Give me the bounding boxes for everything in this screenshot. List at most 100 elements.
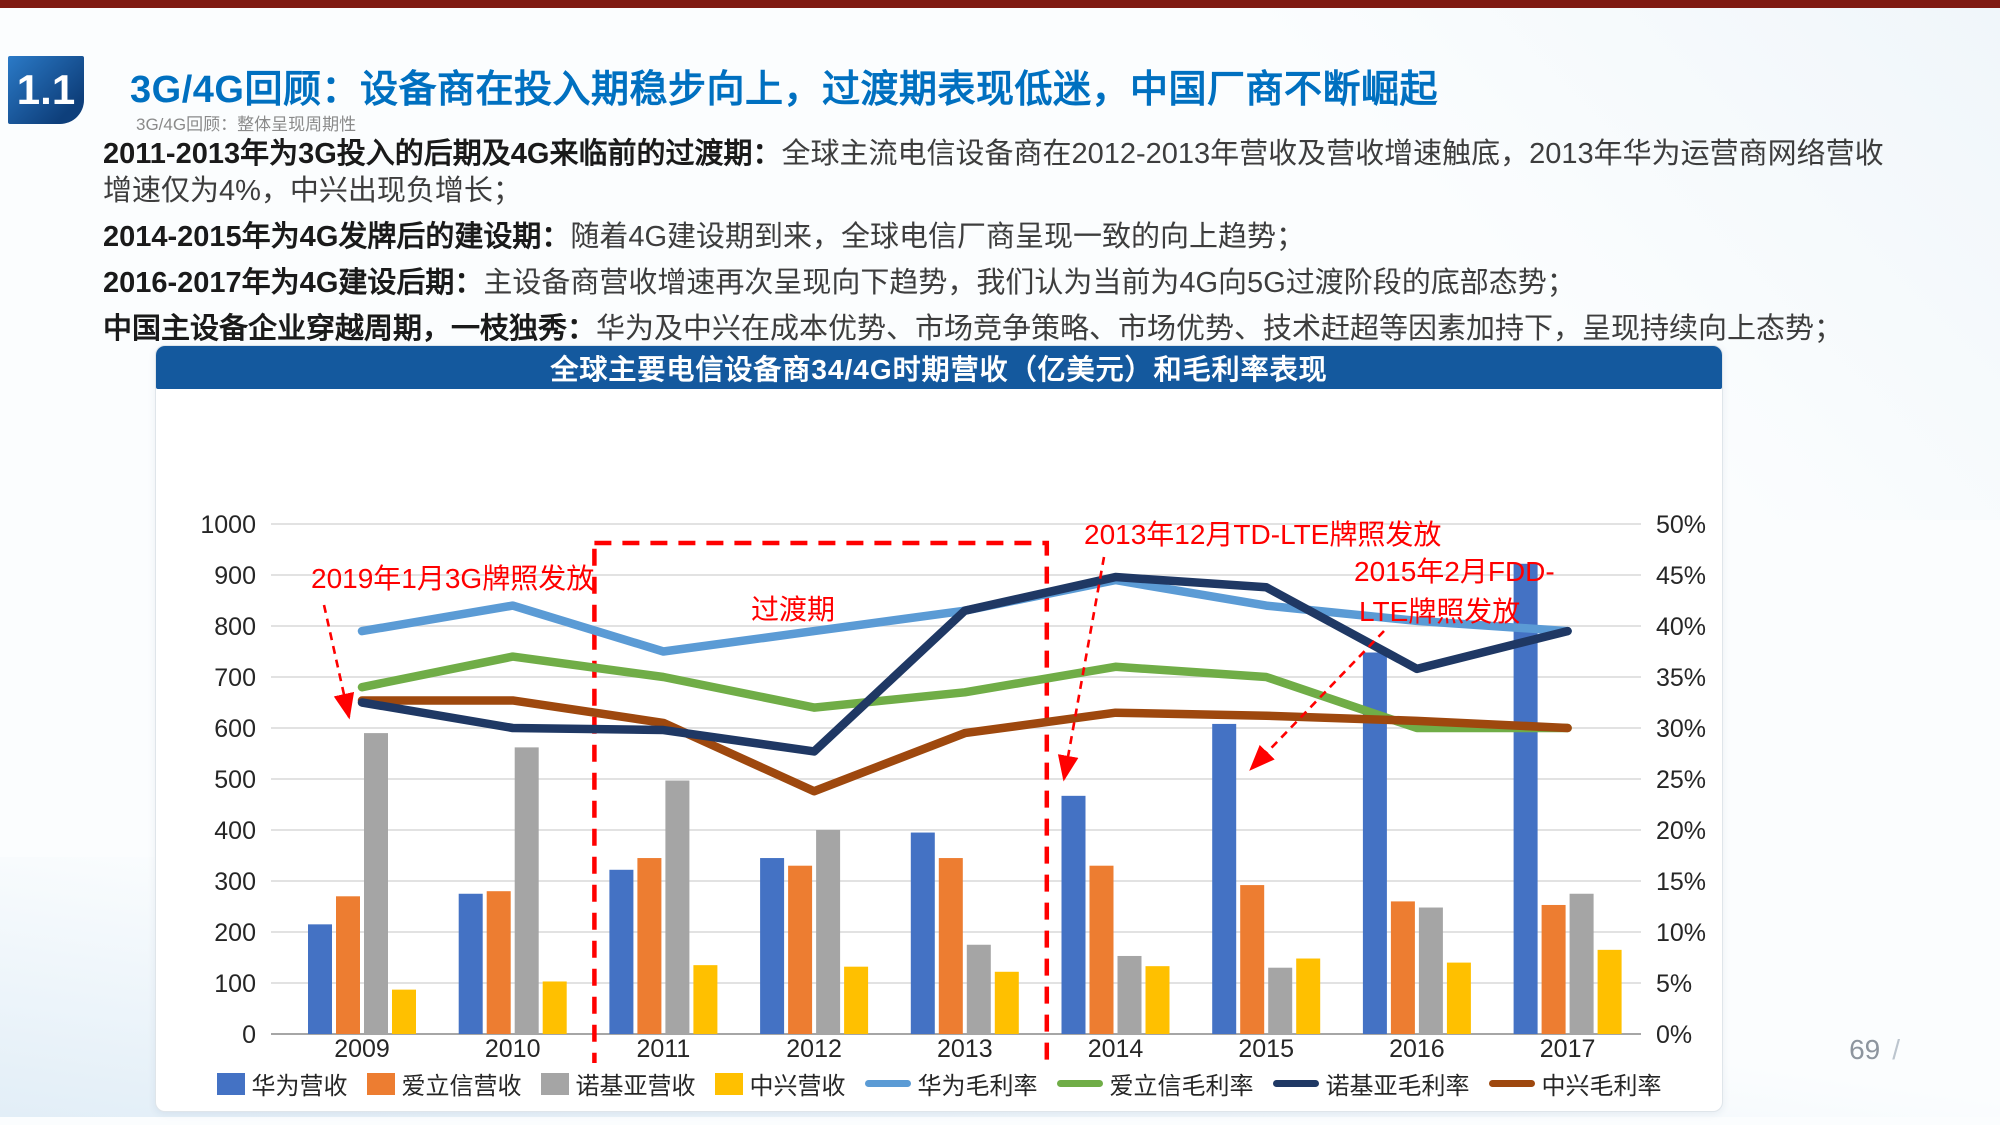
bar-诺基亚营收-2015 — [1268, 967, 1293, 1034]
line-爱立信毛利率 — [357, 652, 1572, 733]
svg-text:0%: 0% — [1656, 1021, 1692, 1049]
bar-诺基亚营收-2011 — [665, 780, 690, 1034]
bar-中兴营收-2012 — [844, 966, 869, 1034]
svg-text:2011: 2011 — [637, 1035, 691, 1063]
bar-诺基亚营收-2009 — [364, 733, 388, 1034]
svg-text:500: 500 — [214, 766, 256, 794]
bar-华为营收-2012 — [760, 858, 785, 1034]
bar-爱立信营收-2013 — [938, 858, 963, 1034]
paragraph-1: 2011-2013年为3G投入的后期及4G来临前的过渡期：全球主流电信设备商在2… — [103, 136, 1898, 210]
svg-text:20%: 20% — [1656, 817, 1706, 845]
annotation-transition-label: 过渡期 — [751, 594, 835, 625]
legend-swatch — [216, 1072, 245, 1095]
bar-诺基亚营收-2013 — [966, 944, 991, 1034]
bar-华为营收-2011 — [609, 869, 634, 1034]
bar-爱立信营收-2010 — [486, 891, 511, 1034]
bar-中兴营收-2015 — [1296, 958, 1321, 1034]
svg-text:2016: 2016 — [1389, 1035, 1445, 1063]
bar-爱立信营收-2017 — [1541, 904, 1566, 1034]
bar-中兴营收-2013 — [994, 971, 1019, 1034]
bars-爱立信营收 — [336, 858, 1566, 1034]
bar-诺基亚营收-2016 — [1418, 907, 1443, 1034]
bar-中兴营收-2009 — [392, 989, 416, 1034]
line-诺基亚毛利率 — [357, 572, 1572, 756]
x-axis-labels: 2009 2010 2011 2012 2013 2014 2015 2016 2017 — [334, 1035, 1595, 1063]
bars-华为营收 — [308, 563, 1538, 1034]
legend-label: 中兴营收 — [749, 1073, 846, 1100]
paragraph-1-lead: 2011-2013年为3G投入的后期及4G来临前的过渡期： — [103, 138, 782, 170]
legend-item-华为毛利率: 华为毛利率 — [864, 1066, 1038, 1101]
bar-中兴营收-2016 — [1446, 962, 1471, 1034]
paragraph-4-lead: 中国主设备企业穿越周期，一枝独秀： — [103, 313, 597, 345]
svg-text:25%: 25% — [1656, 766, 1706, 794]
page-title: 3G/4G回顾：设备商在投入期稳步向上，过渡期表现低迷，中国厂商不断崛起 — [130, 69, 1438, 111]
paragraph-2: 2014-2015年为4G发牌后的建设期：随着4G建设期到来，全球电信厂商呈现一… — [103, 219, 1898, 256]
bar-诺基亚营收-2014 — [1117, 955, 1142, 1034]
paragraph-3-text: 主设备商营收增速再次呈现向下趋势，我们认为当前为4G向5G过渡阶段的底部态势； — [483, 267, 1576, 299]
bar-诺基亚营收-2010 — [514, 747, 539, 1034]
svg-text:300: 300 — [214, 868, 256, 896]
body-text: 2011-2013年为3G投入的后期及4G来临前的过渡期：全球主流电信设备商在2… — [103, 136, 1898, 357]
bar-华为营收-2010 — [458, 893, 483, 1034]
svg-text:400: 400 — [214, 817, 256, 845]
svg-text:2012: 2012 — [786, 1035, 842, 1063]
svg-text:2013: 2013 — [937, 1035, 993, 1063]
chart-title: 全球主要电信设备商34/4G时期营收（亿美元）和毛利率表现 — [550, 353, 1328, 385]
page-number-value: 69 — [1849, 1034, 1881, 1065]
svg-text:45%: 45% — [1656, 562, 1706, 590]
legend-swatch — [1488, 1080, 1535, 1087]
paragraph-4: 中国主设备企业穿越周期，一枝独秀：华为及中兴在成本优势、市场竞争策略、市场优势、… — [103, 311, 1898, 348]
transition-period-box — [592, 540, 1050, 1063]
legend-label: 华为毛利率 — [917, 1073, 1038, 1100]
svg-text:0: 0 — [242, 1021, 256, 1049]
svg-text:600: 600 — [214, 715, 256, 743]
legend-label: 中兴毛利率 — [1541, 1073, 1662, 1100]
line-中兴毛利率 — [357, 696, 1572, 796]
svg-text:1000: 1000 — [200, 511, 256, 539]
svg-text:5%: 5% — [1656, 970, 1692, 998]
chart-title-bar: 全球主要电信设备商34/4G时期营收（亿美元）和毛利率表现 — [156, 346, 1722, 389]
page-number: 69 / — [1849, 1034, 1900, 1066]
legend-item-诺基亚毛利率: 诺基亚毛利率 — [1272, 1066, 1470, 1101]
legend-item-爱立信营收: 爱立信营收 — [366, 1066, 522, 1101]
bar-中兴营收-2011 — [693, 965, 718, 1034]
svg-text:30%: 30% — [1656, 715, 1706, 743]
svg-text:35%: 35% — [1656, 664, 1706, 692]
legend-item-中兴营收: 中兴营收 — [714, 1066, 846, 1101]
svg-text:700: 700 — [214, 664, 256, 692]
legend-swatch — [1056, 1080, 1103, 1087]
legend-label: 爱立信营收 — [401, 1073, 522, 1100]
bar-华为营收-2015 — [1212, 723, 1237, 1034]
svg-text:40%: 40% — [1656, 613, 1706, 641]
svg-text:2014: 2014 — [1088, 1035, 1144, 1063]
legend-label: 诺基亚毛利率 — [1325, 1073, 1470, 1100]
bar-爱立信营收-2014 — [1089, 865, 1114, 1034]
right-axis-labels: 0% 5% 10% 15% 20% 25% 30% 35% 40% 45% 50% — [1656, 511, 1706, 1049]
chart-legend: 华为营收 爱立信营收 诺基亚营收 中兴营收 华为毛利率 爱立信毛利率 诺基亚毛利率 中兴毛利率 — [156, 1066, 1722, 1101]
paragraph-2-lead: 2014-2015年为4G发牌后的建设期： — [103, 221, 571, 253]
paragraph-1-text: 全球主流电信设备商在2012-2013年营收及营收增速触底，2013年华为运营商… — [103, 138, 1884, 207]
left-axis-labels: 0 100 200 300 400 500 600 700 800 900 1000 — [200, 511, 256, 1049]
bar-爱立信营收-2015 — [1240, 885, 1265, 1034]
legend-label: 爱立信毛利率 — [1109, 1073, 1254, 1100]
bar-中兴营收-2014 — [1145, 966, 1170, 1034]
bar-中兴营收-2010 — [542, 981, 567, 1034]
annotation-3g-license: 2019年1月3G牌照发放 — [311, 563, 594, 594]
bars-诺基亚营收 — [364, 733, 1594, 1034]
bar-华为营收-2014 — [1061, 795, 1086, 1034]
paragraph-2-text: 随着4G建设期到来，全球电信厂商呈现一致的向上趋势； — [570, 221, 1306, 253]
bar-中兴营收-2017 — [1597, 949, 1622, 1034]
legend-swatch — [714, 1072, 743, 1095]
svg-text:15%: 15% — [1656, 868, 1706, 896]
legend-swatch — [366, 1072, 395, 1095]
annotation-fdd-lte-license-2: LTE牌照发放 — [1359, 596, 1520, 627]
legend-item-诺基亚营收: 诺基亚营收 — [540, 1066, 696, 1101]
page-number-slash: / — [1892, 1034, 1900, 1065]
page-subtitle: 3G/4G回顾：整体呈现周期性 — [136, 115, 357, 134]
legend-item-华为营收: 华为营收 — [216, 1066, 348, 1101]
chart-card: 全球主要电信设备商34/4G时期营收（亿美元）和毛利率表现 0 100 200 300… — [155, 345, 1723, 1112]
bar-诺基亚营收-2017 — [1569, 893, 1594, 1034]
legend-item-爱立信毛利率: 爱立信毛利率 — [1056, 1066, 1254, 1101]
bar-爱立信营收-2009 — [336, 896, 360, 1034]
bars-中兴营收 — [392, 949, 1622, 1034]
